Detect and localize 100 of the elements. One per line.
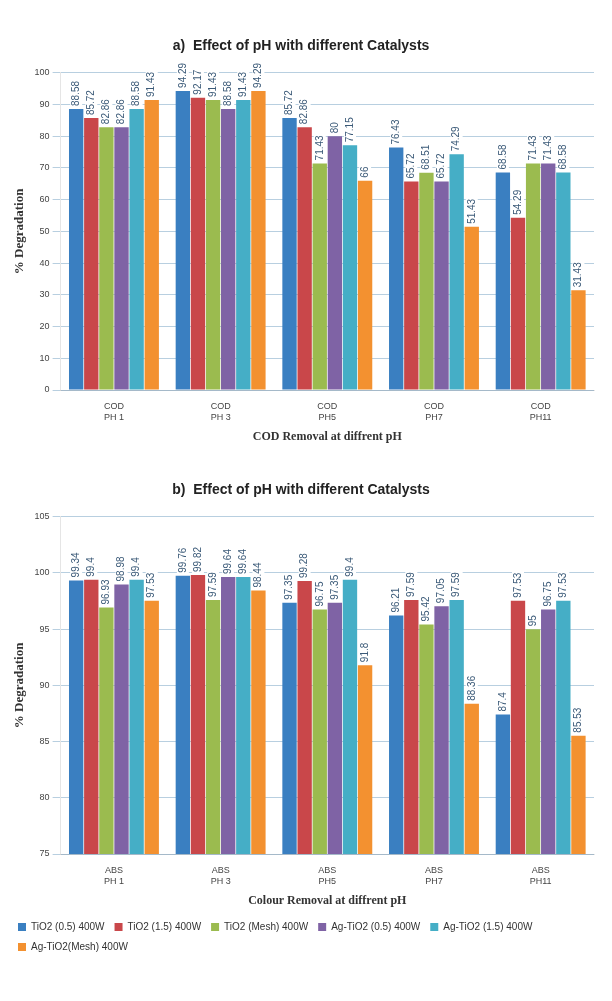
data-label: 85.53 (572, 707, 584, 733)
y-tick-label: 105 (34, 511, 50, 522)
bar (129, 109, 144, 390)
data-label: 82.86 (100, 98, 112, 125)
data-label: 80 (328, 121, 340, 134)
y-tick-label: 20 (39, 321, 50, 332)
bar (327, 136, 343, 390)
x-tick-label: PH7 (425, 411, 443, 422)
data-label: 31.43 (572, 261, 584, 288)
x-tick-label: PH11 (529, 411, 552, 422)
data-label: 99.64 (237, 548, 249, 575)
bar (69, 109, 84, 390)
data-label: 97.53 (145, 572, 157, 598)
x-tick-label: PH 1 (103, 411, 124, 422)
data-label: 66 (358, 166, 370, 178)
y-tick-label: 80 (39, 130, 50, 141)
data-label: 97.59 (206, 571, 218, 598)
x-axis-title: Colour Removal at diffrent pH (248, 892, 408, 907)
legend-label: TiO2 (Mesh) 400W (224, 920, 309, 932)
data-label: 97.05 (435, 577, 447, 604)
text: COD (530, 400, 552, 411)
data-label: 99.4 (130, 556, 142, 577)
bar (99, 127, 114, 390)
bar (297, 127, 312, 390)
data-label: 71.43 (526, 134, 538, 161)
chart-title: b) Effect of pH with different Catalysts (172, 481, 430, 498)
bar (495, 172, 511, 390)
data-label: 91.43 (145, 71, 157, 97)
data-label: 91.8 (358, 642, 370, 663)
data-label: 97.53 (511, 572, 523, 598)
bar (144, 99, 159, 390)
data-label: 98.98 (115, 556, 127, 582)
data-label: 99.4 (85, 556, 97, 577)
data-label: 91.43 (206, 71, 218, 97)
y-tick-label: 40 (39, 257, 50, 268)
data-label: 51.43 (465, 198, 477, 224)
x-tick-label: PH5 (318, 875, 337, 886)
y-tick-label: 30 (39, 289, 50, 300)
bar (251, 90, 266, 390)
data-label: 99.64 (221, 548, 233, 575)
data-label: 99.76 (176, 547, 188, 573)
data-label: 88.58 (69, 80, 81, 107)
data-label: 68.58 (496, 144, 508, 170)
data-label: 88.58 (130, 80, 142, 107)
text: ABS (318, 864, 337, 875)
data-label: 94.29 (252, 62, 264, 88)
text: ABS (104, 864, 123, 875)
bar (84, 118, 99, 390)
bar (342, 145, 358, 390)
bar (571, 290, 586, 390)
bar (419, 172, 434, 390)
data-label: 74.29 (450, 125, 462, 152)
y-tick-label: 90 (39, 679, 50, 690)
y-tick-label: 0 (44, 384, 50, 395)
data-label: 97.53 (557, 572, 569, 598)
data-label: 96.75 (541, 581, 553, 607)
data-label: 95 (526, 614, 538, 627)
data-label: 96.93 (100, 579, 112, 605)
bar (190, 97, 206, 390)
data-label: 85.72 (85, 89, 97, 116)
data-label: 65.72 (435, 153, 447, 179)
x-tick-label: PH 3 (210, 411, 231, 422)
bar (221, 109, 236, 390)
legend-label: TiO2 (0.5) 400W (31, 920, 106, 932)
legend-label: Ag-TiO2 (0.5) 400W (331, 920, 421, 932)
data-label: 77.15 (343, 116, 355, 143)
data-label: 68.51 (420, 144, 432, 170)
bar (236, 99, 251, 390)
bar (434, 181, 449, 390)
bar (404, 181, 419, 390)
data-label: 91.43 (237, 71, 249, 97)
data-label: 54.29 (511, 189, 523, 215)
text: COD (210, 400, 232, 411)
legend-label: TiO2 (1.5) 400W (127, 920, 202, 932)
data-label: 68.58 (557, 144, 569, 170)
data-label: 99.34 (69, 551, 81, 578)
bar (282, 118, 297, 390)
data-label: 82.86 (115, 98, 127, 125)
bar (541, 163, 556, 390)
y-tick-label: 50 (39, 225, 50, 236)
data-label: 71.43 (313, 134, 325, 161)
data-label: 71.43 (541, 134, 553, 161)
text: ABS (531, 864, 550, 875)
data-label: 88.36 (465, 675, 477, 701)
data-label: 99.82 (191, 546, 203, 573)
bar (464, 226, 479, 390)
y-axis-title: % Degradation (11, 187, 27, 275)
text: ABS (211, 864, 230, 875)
text: ABS (424, 864, 443, 875)
data-label: 65.72 (405, 153, 417, 179)
data-label: 97.35 (328, 574, 340, 600)
bar (389, 147, 404, 390)
bar (525, 163, 541, 390)
legend-label: Ag-TiO2 (1.5) 400W (443, 920, 533, 932)
bar (205, 99, 221, 390)
data-label: 97.59 (450, 571, 462, 598)
chart-title: a) Effect of pH with different Catalysts (172, 37, 430, 54)
y-tick-label: 85 (39, 736, 50, 747)
data-label: 97.35 (283, 574, 295, 600)
y-tick-label: 100 (34, 67, 50, 78)
